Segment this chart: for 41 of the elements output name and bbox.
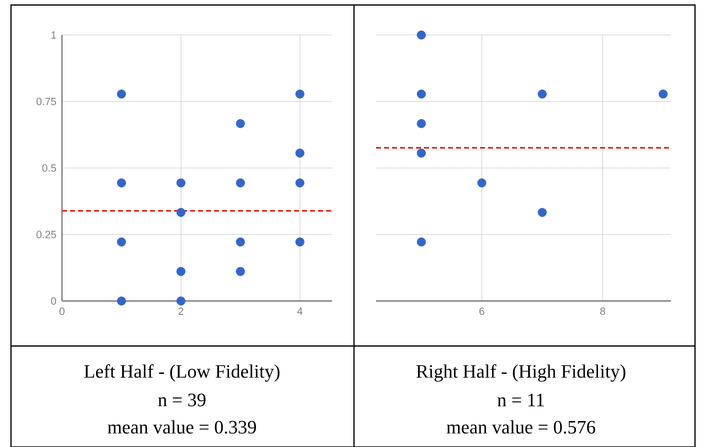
point	[236, 237, 245, 246]
text: Right Half - (High Fidelity)	[416, 364, 626, 382]
point	[295, 237, 304, 246]
text: Left Half - (Low Fidelity)	[84, 364, 280, 382]
point	[116, 90, 126, 99]
text: n = 11	[498, 394, 544, 406]
point	[176, 208, 186, 217]
point	[416, 119, 426, 128]
x-tick-label: 4	[297, 308, 302, 315]
point	[416, 148, 426, 158]
y-tick-label: 0.25	[36, 230, 56, 238]
point	[295, 148, 304, 158]
point	[295, 178, 304, 188]
point	[236, 119, 245, 128]
x-tick-label: 6	[479, 308, 484, 315]
point	[477, 178, 486, 188]
point	[538, 208, 547, 217]
y-tick-label: 1	[51, 31, 56, 39]
point	[176, 178, 186, 188]
point	[236, 266, 245, 276]
x-tick-label: 2	[178, 308, 184, 315]
y-tick-label: 0.75	[36, 98, 56, 106]
text: n = 39	[158, 394, 206, 406]
point	[176, 296, 186, 306]
point	[658, 90, 668, 99]
point	[295, 90, 304, 99]
point	[116, 178, 126, 188]
point	[116, 237, 126, 246]
y-tick-label: 0	[51, 297, 56, 305]
point	[116, 296, 126, 306]
point	[416, 237, 426, 246]
y-tick-label: 0.5	[42, 164, 56, 172]
x-tick-label: 8	[600, 308, 606, 315]
point	[416, 90, 426, 99]
point	[236, 178, 245, 188]
x-tick-label: 0	[59, 308, 64, 315]
point	[176, 266, 186, 276]
text: mean value = 0.576	[446, 420, 596, 434]
text: mean value = 0.339	[108, 420, 256, 434]
point	[538, 90, 547, 99]
point	[416, 30, 426, 40]
